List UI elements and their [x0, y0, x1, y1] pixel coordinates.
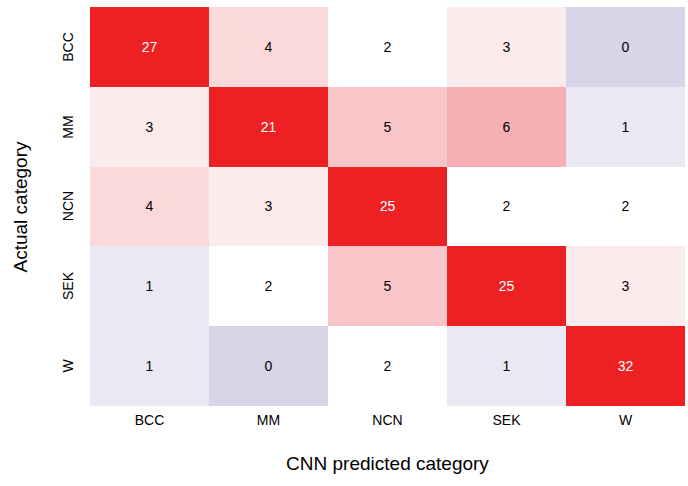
heatmap-cell-MM-NCN: 5 [328, 87, 447, 167]
heatmap-cell-NCN-W: 2 [566, 167, 685, 247]
y-tick-MM: MM [50, 87, 86, 167]
heatmap-cell-NCN-NCN: 25 [328, 167, 447, 247]
heatmap-cell-MM-BCC: 3 [90, 87, 209, 167]
heatmap-cell-MM-SEK: 6 [447, 87, 566, 167]
heatmap-cell-SEK-BCC: 1 [90, 246, 209, 326]
y-axis-title-text: Actual category [10, 141, 32, 272]
x-axis-title: CNN predicted category [90, 453, 685, 475]
heatmap-cell-BCC-BCC: 27 [90, 7, 209, 87]
y-tick-label: NCN [60, 191, 76, 221]
heatmap-cell-SEK-NCN: 5 [328, 246, 447, 326]
heatmap-cell-W-MM: 0 [209, 326, 328, 406]
x-tick-W: W [566, 409, 685, 429]
y-tick-label: BCC [60, 32, 76, 62]
heatmap-cell-SEK-SEK: 25 [447, 246, 566, 326]
y-axis-tick-labels: BCC MM NCN SEK W [50, 7, 86, 406]
x-tick-SEK: SEK [447, 409, 566, 429]
heatmap-cell-SEK-W: 3 [566, 246, 685, 326]
heatmap-cell-BCC-SEK: 3 [447, 7, 566, 87]
heatmap-cell-W-SEK: 1 [447, 326, 566, 406]
heatmap-cell-BCC-MM: 4 [209, 7, 328, 87]
heatmap-cell-MM-MM: 21 [209, 87, 328, 167]
heatmap-cell-NCN-BCC: 4 [90, 167, 209, 247]
x-tick-NCN: NCN [328, 409, 447, 429]
x-tick-MM: MM [209, 409, 328, 429]
y-tick-label: SEK [60, 272, 76, 300]
heatmap-cell-NCN-SEK: 2 [447, 167, 566, 247]
x-tick-BCC: BCC [90, 409, 209, 429]
y-tick-BCC: BCC [50, 7, 86, 87]
y-axis-title: Actual category [2, 7, 40, 406]
y-tick-SEK: SEK [50, 246, 86, 326]
confusion-matrix-figure: Actual category BCCMMNCNSEKW 27423032156… [0, 0, 688, 486]
heatmap-cell-BCC-W: 0 [566, 7, 685, 87]
y-tick-W: W [50, 326, 86, 406]
heatmap-cell-W-W: 32 [566, 326, 685, 406]
y-tick-label: W [60, 359, 76, 372]
x-axis-tick-labels: BCCMMNCNSEKW [90, 409, 685, 429]
heatmap-cell-W-BCC: 1 [90, 326, 209, 406]
heatmap-cell-W-NCN: 2 [328, 326, 447, 406]
heatmap: 274230321561432522125253102132 [90, 7, 685, 406]
heatmap-cell-SEK-MM: 2 [209, 246, 328, 326]
heatmap-cell-NCN-MM: 3 [209, 167, 328, 247]
heatmap-cell-BCC-NCN: 2 [328, 7, 447, 87]
y-tick-NCN: NCN [50, 167, 86, 247]
heatmap-cell-MM-W: 1 [566, 87, 685, 167]
y-tick-label: MM [60, 115, 76, 138]
